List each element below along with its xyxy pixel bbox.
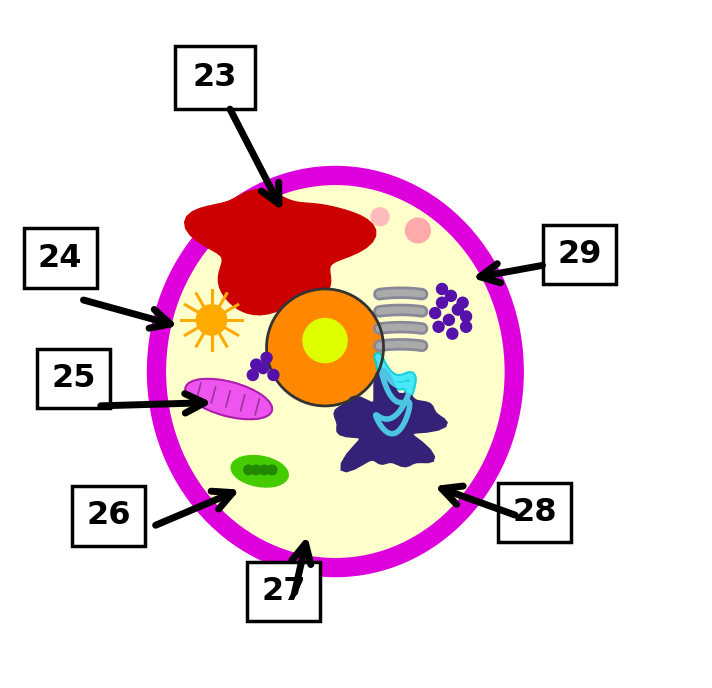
Circle shape — [444, 314, 454, 325]
Circle shape — [251, 359, 262, 370]
Circle shape — [371, 208, 389, 226]
Circle shape — [406, 218, 430, 243]
FancyBboxPatch shape — [23, 228, 97, 288]
Circle shape — [258, 363, 268, 374]
Circle shape — [197, 305, 226, 335]
Text: 27: 27 — [261, 576, 306, 608]
Circle shape — [260, 465, 269, 475]
Circle shape — [446, 290, 456, 301]
FancyBboxPatch shape — [72, 486, 145, 546]
Circle shape — [457, 297, 468, 308]
FancyBboxPatch shape — [247, 562, 320, 621]
Circle shape — [244, 465, 253, 475]
Circle shape — [433, 321, 444, 332]
Circle shape — [267, 465, 277, 475]
Circle shape — [268, 369, 279, 380]
FancyBboxPatch shape — [543, 225, 616, 284]
Circle shape — [303, 319, 347, 363]
Text: 26: 26 — [86, 500, 130, 532]
Circle shape — [461, 311, 471, 322]
Circle shape — [447, 328, 458, 339]
FancyBboxPatch shape — [498, 483, 571, 542]
Circle shape — [436, 297, 448, 308]
Ellipse shape — [147, 166, 523, 577]
Polygon shape — [334, 368, 447, 472]
Text: 29: 29 — [557, 239, 602, 270]
Circle shape — [452, 304, 464, 315]
FancyBboxPatch shape — [38, 349, 110, 408]
Text: 28: 28 — [513, 497, 557, 528]
Polygon shape — [184, 190, 376, 315]
Text: 24: 24 — [38, 242, 83, 274]
Text: 23: 23 — [193, 62, 237, 93]
Circle shape — [429, 308, 441, 319]
Circle shape — [461, 321, 471, 332]
Ellipse shape — [231, 455, 288, 487]
Text: 25: 25 — [52, 363, 96, 394]
Circle shape — [251, 465, 261, 475]
Circle shape — [247, 369, 258, 380]
Ellipse shape — [167, 186, 504, 557]
Circle shape — [266, 289, 384, 406]
Circle shape — [436, 283, 448, 294]
FancyBboxPatch shape — [175, 46, 255, 109]
Ellipse shape — [185, 379, 272, 419]
Circle shape — [261, 352, 272, 363]
